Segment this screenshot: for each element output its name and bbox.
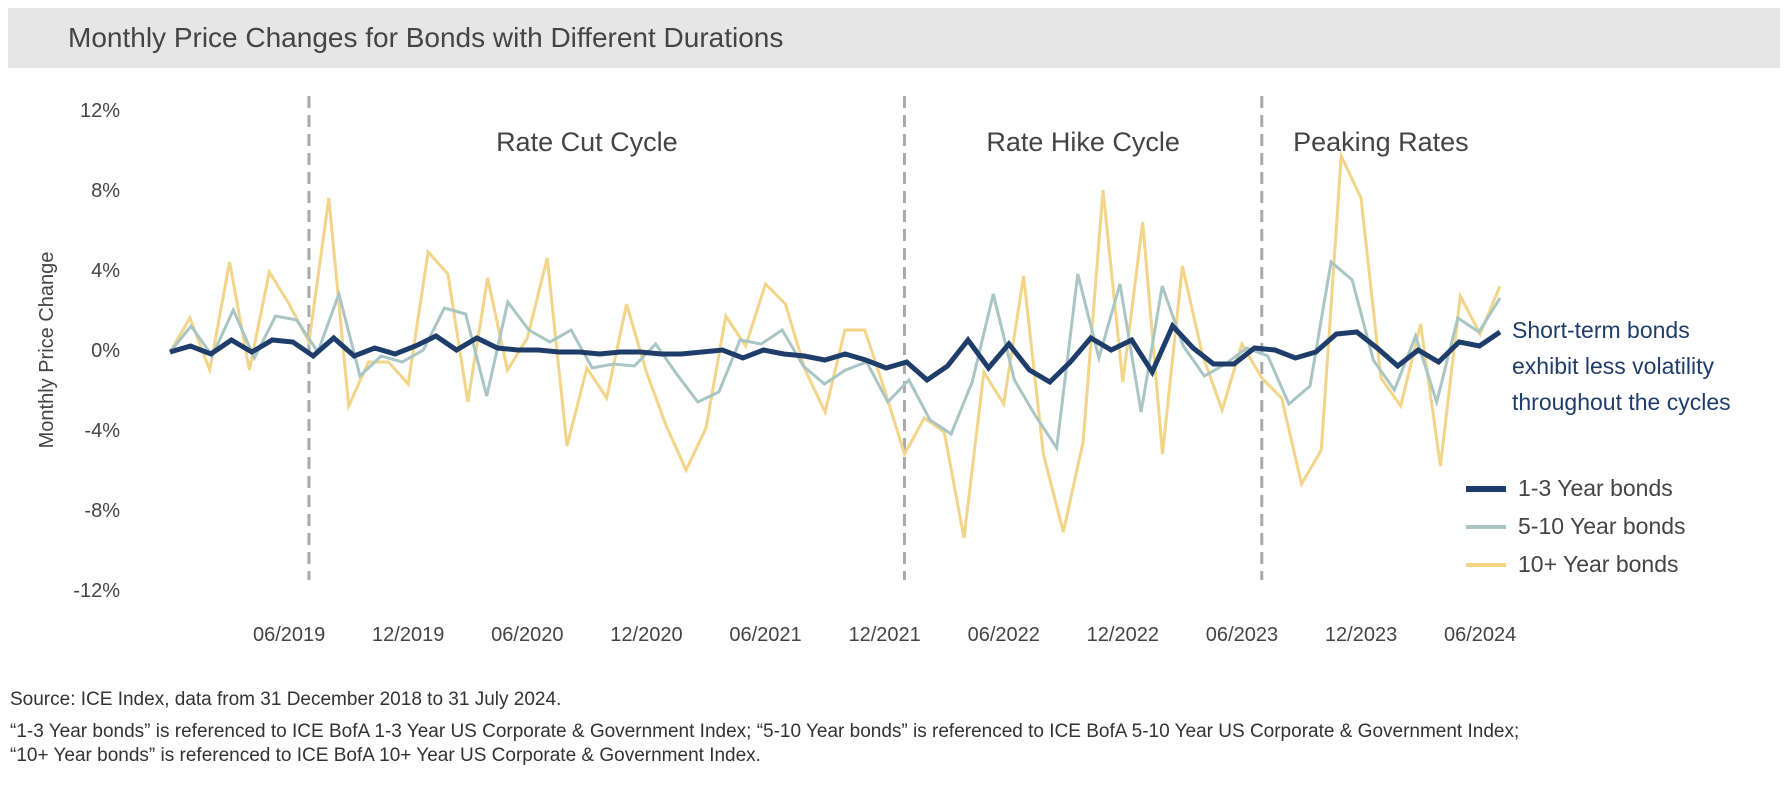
y-tick-label: -4% bbox=[84, 420, 120, 442]
region-label: Peaking Rates bbox=[1293, 127, 1469, 157]
annotation: Short-term bonds exhibit less volatility t… bbox=[1512, 317, 1731, 415]
legend-label: 1-3 Year bonds bbox=[1518, 475, 1673, 501]
index-note-line2: “10+ Year bonds” is referenced to ICE Bo… bbox=[10, 745, 761, 766]
series-10-plus-year bbox=[168, 150, 1502, 539]
region-label: Rate Hike Cycle bbox=[986, 127, 1180, 157]
x-tick-label: 06/2020 bbox=[491, 624, 563, 646]
legend: 1-3 Year bonds 5-10 Year bonds 10+ Year bo… bbox=[1466, 475, 1686, 577]
annotation-line: exhibit less volatility bbox=[1512, 353, 1714, 379]
x-tick-label: 06/2023 bbox=[1206, 624, 1278, 646]
index-note-line1: “1-3 Year bonds” is referenced to ICE Bo… bbox=[10, 721, 1520, 742]
y-tick-label: 8% bbox=[91, 180, 120, 202]
legend-label: 5-10 Year bonds bbox=[1518, 513, 1686, 539]
annotation-line: Short-term bonds bbox=[1512, 317, 1690, 343]
source-note: Source: ICE Index, data from 31 December… bbox=[10, 689, 562, 710]
title-bar: Monthly Price Changes for Bonds with Dif… bbox=[8, 8, 1780, 68]
y-tick-label: -12% bbox=[73, 580, 120, 602]
x-tick-label: 12/2020 bbox=[610, 624, 682, 646]
series-layer bbox=[168, 150, 1502, 539]
x-tick-label: 12/2023 bbox=[1325, 624, 1397, 646]
y-tick-label: 4% bbox=[91, 260, 120, 282]
x-tick-label: 12/2021 bbox=[848, 624, 920, 646]
annotation-line: throughout the cycles bbox=[1512, 389, 1731, 415]
legend-label: 10+ Year bonds bbox=[1518, 551, 1679, 577]
x-tick-label: 12/2019 bbox=[372, 624, 444, 646]
x-tick-label: 06/2019 bbox=[253, 624, 325, 646]
chart-title: Monthly Price Changes for Bonds with Dif… bbox=[68, 22, 784, 53]
x-tick-label: 06/2022 bbox=[968, 624, 1040, 646]
divider-layer bbox=[307, 96, 1264, 580]
x-tick-label: 12/2022 bbox=[1087, 624, 1159, 646]
y-tick-label: -8% bbox=[84, 500, 120, 522]
series-5-10-year bbox=[168, 259, 1502, 453]
y-tick-label: 0% bbox=[91, 340, 120, 362]
y-tick-label: 12% bbox=[80, 100, 120, 122]
series-1-3-year bbox=[169, 321, 1502, 386]
y-axis: 12% 8% 4% 0% -4% -8% -12% Monthly Price Change bbox=[36, 100, 120, 602]
x-tick-label: 06/2024 bbox=[1444, 624, 1516, 646]
x-axis: 06/2019 12/2019 06/2020 12/2020 06/2021 12/20… bbox=[253, 624, 1516, 646]
x-tick-label: 06/2021 bbox=[729, 624, 801, 646]
footer: Source: ICE Index, data from 31 December… bbox=[10, 688, 1780, 768]
region-labels: Rate Cut Cycle Rate Hike Cycle Peaking Rat… bbox=[496, 127, 1469, 157]
y-axis-label: Monthly Price Change bbox=[36, 252, 58, 449]
chart-area: 12%8%4%0%-4%-8%-12%Monthly Price Change … bbox=[36, 96, 1731, 646]
region-label: Rate Cut Cycle bbox=[496, 127, 678, 157]
